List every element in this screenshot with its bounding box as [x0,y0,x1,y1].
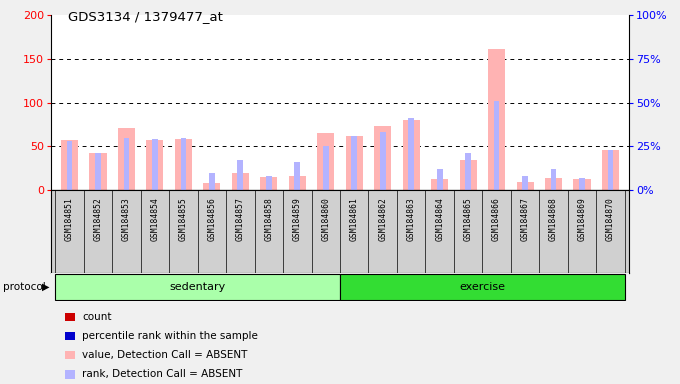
Bar [266,176,272,190]
Text: value, Detection Call = ABSENT: value, Detection Call = ABSENT [82,350,248,360]
Text: GSM184862: GSM184862 [378,197,387,240]
Text: GSM184869: GSM184869 [577,197,587,240]
Text: ▶: ▶ [42,282,50,292]
Text: GSM184853: GSM184853 [122,197,131,240]
Bar [209,173,215,190]
Bar [260,177,277,190]
Text: GSM184851: GSM184851 [65,197,74,240]
Bar [545,178,562,190]
Text: GSM184860: GSM184860 [321,197,330,240]
Bar [602,150,619,190]
Bar [431,179,448,190]
Bar [551,169,556,190]
Bar [61,140,78,190]
Bar [340,274,625,300]
Text: GSM184864: GSM184864 [435,197,444,240]
Bar [124,138,129,190]
Text: GSM184863: GSM184863 [407,197,415,240]
Text: count: count [82,312,112,322]
Bar [181,138,186,190]
Text: GSM184854: GSM184854 [150,197,159,240]
Bar [380,132,386,190]
Bar [203,183,220,190]
Bar [67,141,72,190]
Bar [323,146,328,190]
Bar [579,178,585,190]
Bar [345,136,362,190]
Bar [55,274,340,300]
Text: rank, Detection Call = ABSENT: rank, Detection Call = ABSENT [82,369,243,379]
Bar [573,179,590,190]
Text: GSM184859: GSM184859 [293,197,302,240]
Bar [494,101,499,190]
Text: GSM184870: GSM184870 [606,197,615,240]
Bar [374,126,391,190]
Bar [237,161,243,190]
Text: exercise: exercise [460,282,505,292]
Text: GSM184852: GSM184852 [93,197,103,240]
Text: GSM184858: GSM184858 [265,197,273,240]
Bar [90,153,107,190]
Bar [403,120,420,190]
Text: protocol: protocol [3,282,46,292]
Bar [437,169,443,190]
Bar [146,140,163,190]
Text: GSM184856: GSM184856 [207,197,216,240]
Text: GSM184857: GSM184857 [236,197,245,240]
Bar [522,176,528,190]
Bar [95,153,101,190]
Text: GDS3134 / 1379477_at: GDS3134 / 1379477_at [68,10,223,23]
Bar [608,150,613,190]
Bar [318,133,335,190]
Bar [352,136,357,190]
Bar [118,128,135,190]
Bar [517,182,534,190]
Bar [460,159,477,190]
Bar [488,50,505,190]
Bar [289,176,306,190]
Text: GSM184861: GSM184861 [350,197,359,240]
Text: GSM184855: GSM184855 [179,197,188,240]
Text: GSM184866: GSM184866 [492,197,501,240]
Bar [408,118,414,190]
Text: sedentary: sedentary [169,282,226,292]
Bar [465,153,471,190]
Bar [175,139,192,190]
Bar [294,162,300,190]
Bar [152,139,158,190]
Text: GSM184867: GSM184867 [521,197,530,240]
Text: percentile rank within the sample: percentile rank within the sample [82,331,258,341]
Bar [232,173,249,190]
Text: GSM184868: GSM184868 [549,197,558,240]
Text: GSM184865: GSM184865 [464,197,473,240]
